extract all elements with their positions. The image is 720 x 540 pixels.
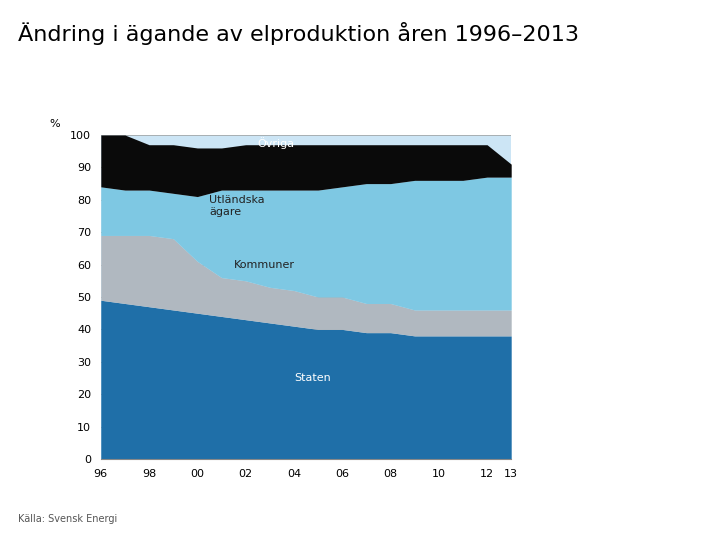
Text: Källa: Svensk Energi: Källa: Svensk Energi [18, 514, 117, 524]
Text: Ändring i ägande av elproduktion åren 1996–2013: Ändring i ägande av elproduktion åren 19… [18, 22, 579, 45]
Text: %: % [49, 118, 60, 129]
Text: Kommuner: Kommuner [233, 260, 294, 269]
Text: Övriga: Övriga [258, 137, 295, 149]
Text: Staten: Staten [294, 373, 330, 383]
Text: Utländska
ägare: Utländska ägare [210, 195, 265, 217]
